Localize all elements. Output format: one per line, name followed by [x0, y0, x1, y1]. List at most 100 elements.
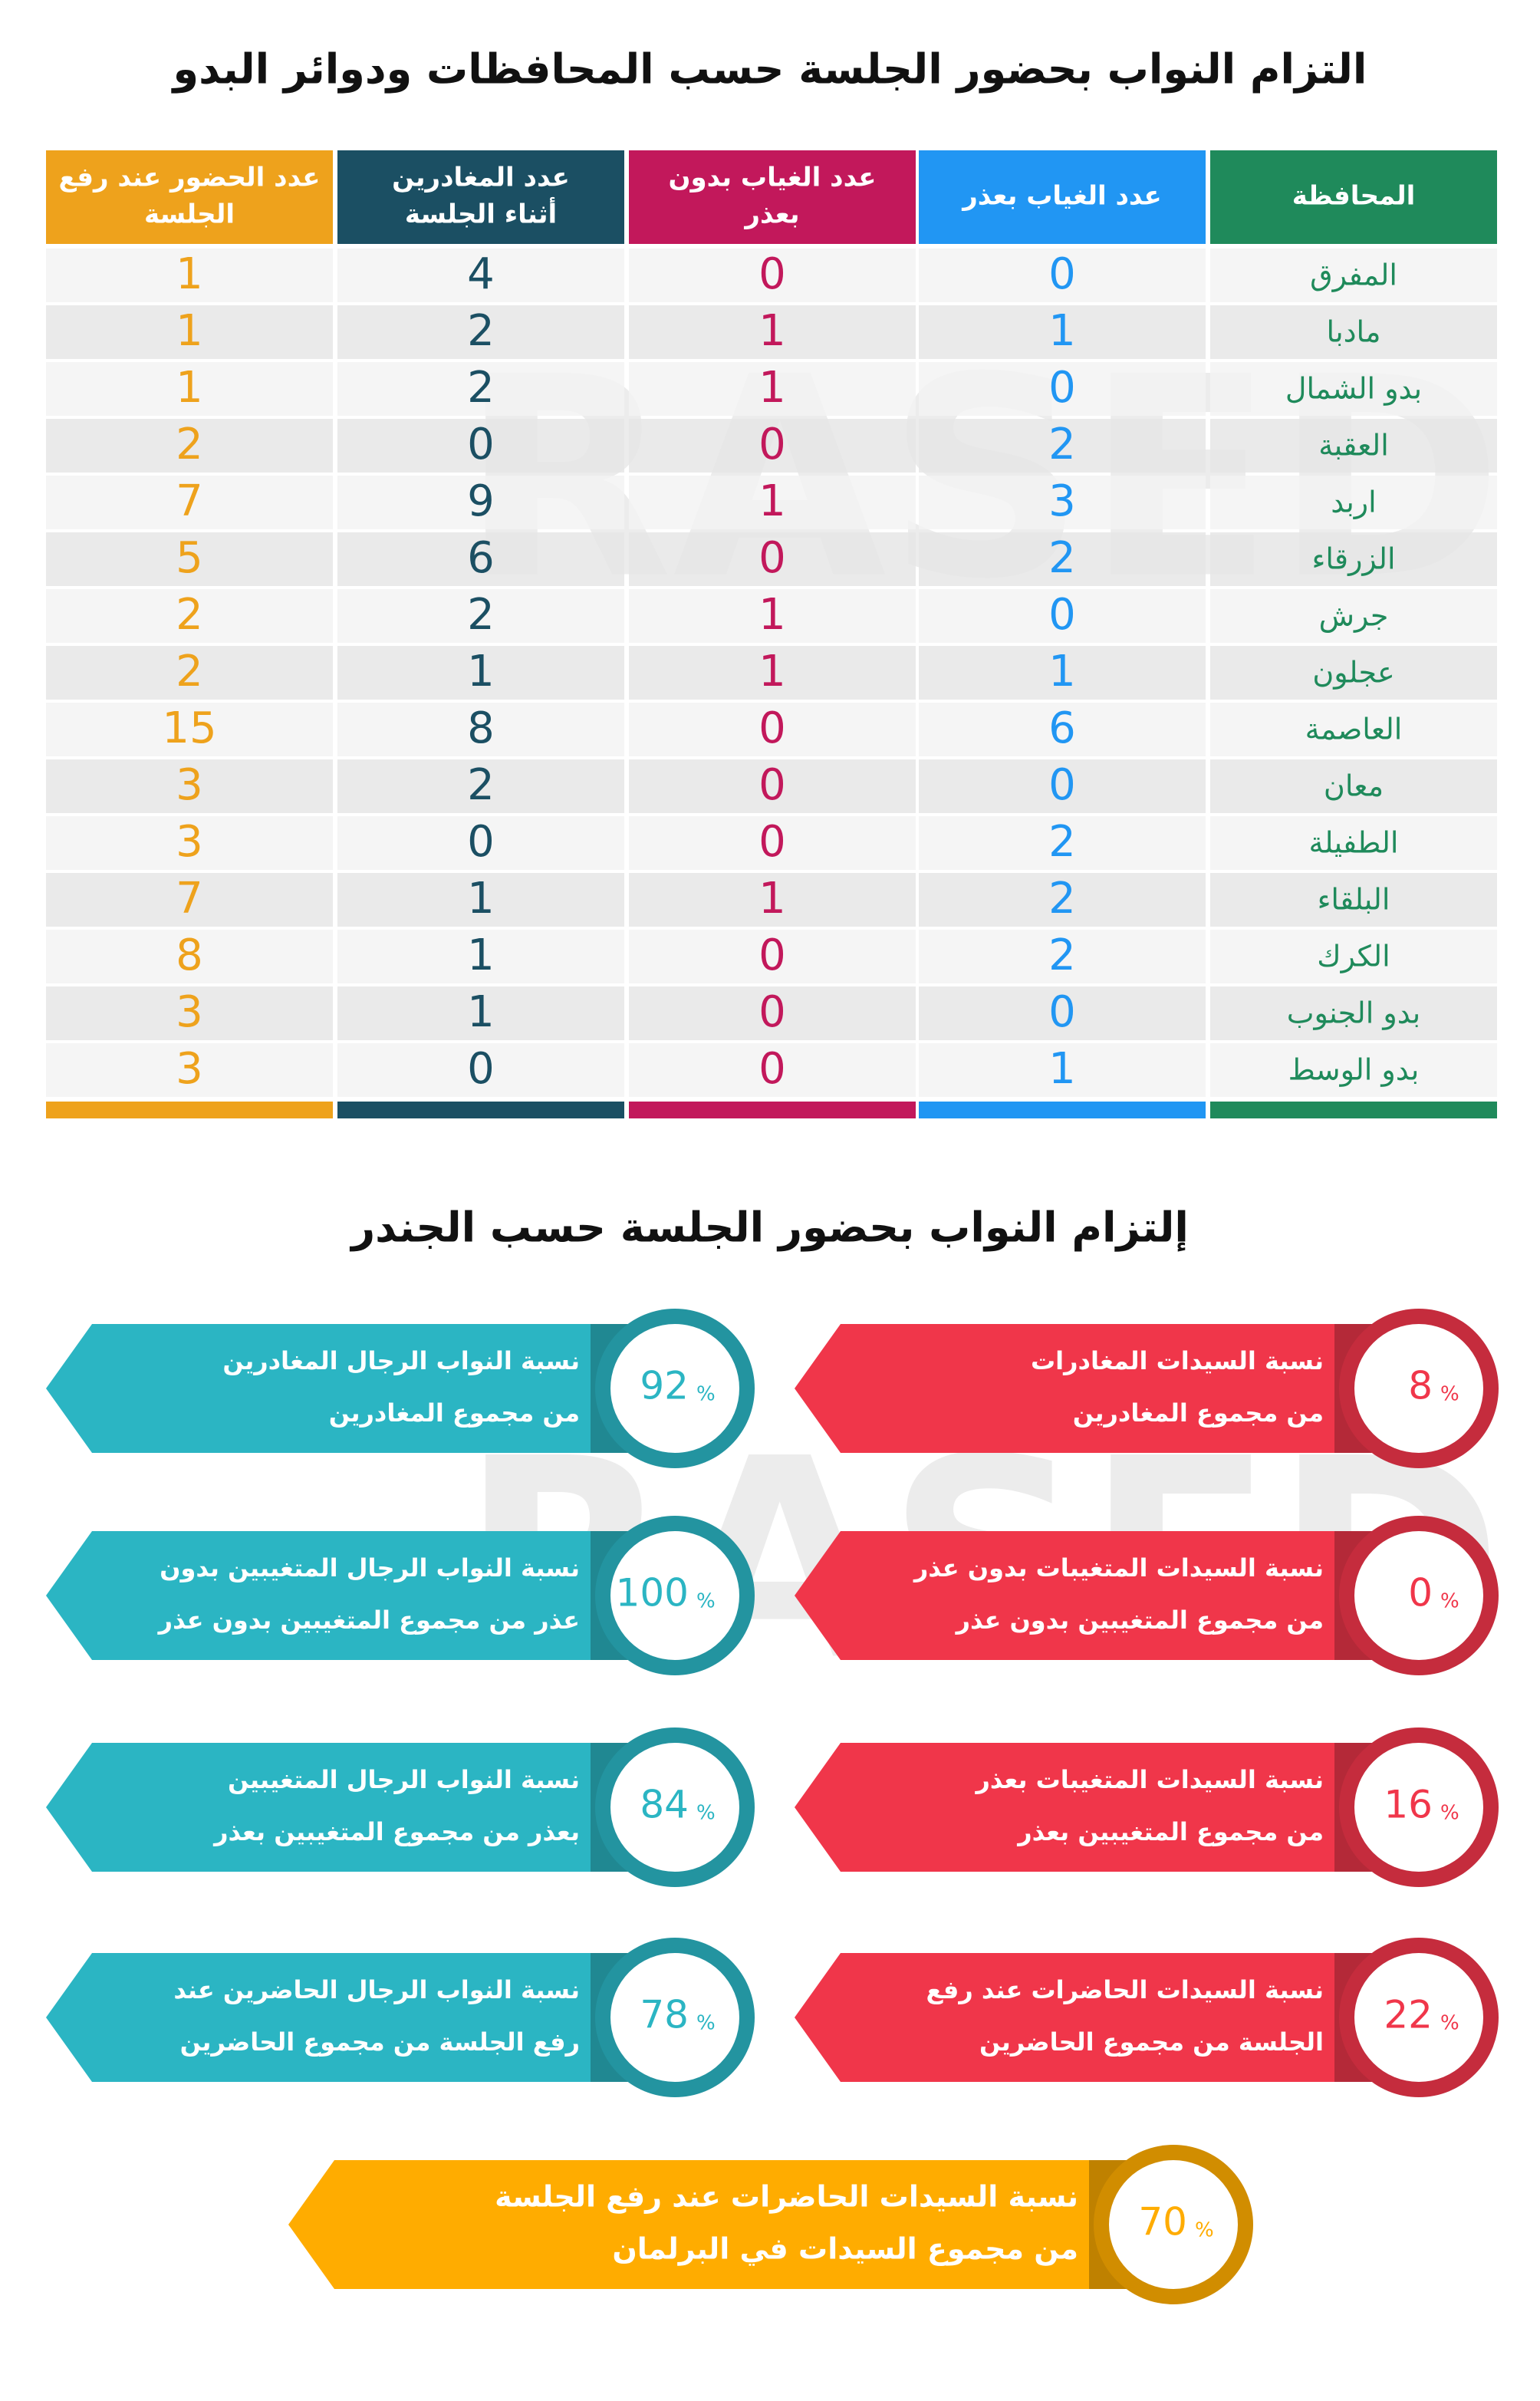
- table-cell: [1210, 986, 1497, 1040]
- table-cell: [919, 873, 1206, 927]
- header-text: الجلسة: [144, 199, 235, 230]
- cell-number: 2: [176, 590, 203, 640]
- value: 92: [640, 1364, 689, 1408]
- cell-number: 1: [467, 930, 495, 980]
- table-cell: [919, 816, 1206, 870]
- stat-label: الجلسة من مجموع الحاضرين: [979, 2027, 1324, 2057]
- cell-label: الطفيلة: [1309, 826, 1399, 860]
- unit: %: [696, 1802, 716, 1825]
- table-cell: [1210, 476, 1497, 529]
- cell-number: 3: [176, 760, 203, 810]
- value-disc: [1354, 1531, 1483, 1660]
- cell-number: 2: [1048, 930, 1076, 980]
- unit: %: [696, 1590, 716, 1613]
- table-cell: [919, 305, 1206, 359]
- ribbon: [288, 2160, 1173, 2289]
- table-cell: [1210, 305, 1497, 359]
- table-cell: [919, 986, 1206, 1040]
- table-cell: [337, 419, 624, 473]
- cell-label: العاصمة: [1305, 713, 1403, 746]
- cell-number: 0: [467, 420, 495, 469]
- table-cell: [337, 589, 624, 643]
- stat-item: 84 % نسبة النواب الرجال المتغيبين بعذر من م…: [46, 1727, 755, 1887]
- cell-number: 2: [467, 590, 495, 640]
- cell-number: 0: [467, 817, 495, 867]
- table-cell: [1210, 419, 1497, 473]
- table-cell: [46, 476, 333, 529]
- value: 16: [1384, 1783, 1433, 1827]
- cell-number: 9: [467, 476, 495, 526]
- table-cell: [1210, 532, 1497, 586]
- header-cell: [46, 150, 333, 244]
- cell-number: 0: [758, 533, 786, 583]
- ribbon: [795, 1531, 1419, 1660]
- table-cell: [919, 589, 1206, 643]
- cell-number: 0: [467, 1044, 495, 1094]
- value-disc: [610, 1953, 739, 2082]
- value-disc: [610, 1531, 739, 1660]
- table-cell: [629, 589, 916, 643]
- table-cell: [629, 419, 916, 473]
- table-cell: [337, 816, 624, 870]
- table-cell: [337, 305, 624, 359]
- cell-number: 1: [176, 249, 203, 299]
- cell-label: معان: [1324, 769, 1384, 803]
- footer-bar: [919, 1102, 1206, 1118]
- stat-label: عذر من مجموع المتغيبين بدون عذر: [157, 1606, 580, 1635]
- value-disc: [1354, 1953, 1483, 2082]
- unit: %: [1440, 1383, 1459, 1406]
- unit: %: [696, 2012, 716, 2035]
- stat-item: 70 % نسبة السيدات الحاضرات عند رفع الجلسة م…: [288, 2145, 1253, 2304]
- cell-number: 2: [467, 363, 495, 413]
- table-cell: [46, 873, 333, 927]
- table-cell: [1210, 759, 1497, 813]
- stat-item: 78 % نسبة النواب الرجال الحاضرين عند رفع ال…: [46, 1938, 755, 2097]
- table-cell: [919, 362, 1206, 416]
- ribbon: [795, 1324, 1419, 1453]
- header-text: عدد الغياب بدون: [669, 163, 877, 193]
- cell-number: 1: [176, 363, 203, 413]
- table-cell: [919, 476, 1206, 529]
- cell-number: 1: [467, 987, 495, 1037]
- cell-number: 1: [1048, 306, 1076, 356]
- stat-label: نسبة النواب الرجال المغادرين: [222, 1346, 580, 1375]
- cell-number: 1: [758, 363, 786, 413]
- stat-label: بعذر من مجموع المتغيبين بعذر: [212, 1817, 580, 1846]
- header-text: عدد الحضور عند رفع: [59, 163, 321, 193]
- stat-item: 8 % نسبة السيدات المغادرات من مجموع المغادر…: [795, 1309, 1499, 1468]
- table-cell: [629, 986, 916, 1040]
- table-cell: [629, 873, 916, 927]
- stat-item: 100 % نسبة النواب الرجال المتغيبين بدون عذر…: [46, 1516, 755, 1675]
- cell-number: 2: [1048, 420, 1076, 469]
- table-cell: [337, 930, 624, 983]
- ribbon: [46, 1953, 675, 2082]
- table-cell: [629, 703, 916, 756]
- table-cell: [337, 759, 624, 813]
- cell-number: 6: [467, 533, 495, 583]
- table-cell: [629, 362, 916, 416]
- cell-label: بدو الشمال: [1285, 372, 1422, 407]
- cell-number: 2: [176, 647, 203, 697]
- cell-label: الكرك: [1317, 940, 1390, 974]
- table-cell: [337, 476, 624, 529]
- table-cell: [46, 816, 333, 870]
- cell-number: 2: [1048, 533, 1076, 583]
- cell-label: اربد: [1331, 486, 1376, 519]
- table-cell: [919, 703, 1206, 756]
- cell-number: 2: [1048, 817, 1076, 867]
- stat-label: من مجموع السيدات في البرلمان: [612, 2232, 1078, 2266]
- table-cell: [337, 873, 624, 927]
- cell-number: 0: [758, 420, 786, 469]
- table-cell: [46, 930, 333, 983]
- stat-label: نسبة النواب الرجال المتغيبين: [228, 1765, 580, 1794]
- cell-label: العقبة: [1318, 429, 1389, 463]
- stat-label: نسبة السيدات الحاضرات عند رفع الجلسة: [495, 2180, 1078, 2214]
- cell-number: 0: [1048, 760, 1076, 810]
- stat-item: 16 % نسبة السيدات المتغيبات بعذر من مجموع ا…: [795, 1727, 1499, 1887]
- cell-number: 0: [758, 987, 786, 1037]
- cell-number: 8: [467, 703, 495, 753]
- table-cell: [46, 986, 333, 1040]
- table-cell: [629, 1043, 916, 1097]
